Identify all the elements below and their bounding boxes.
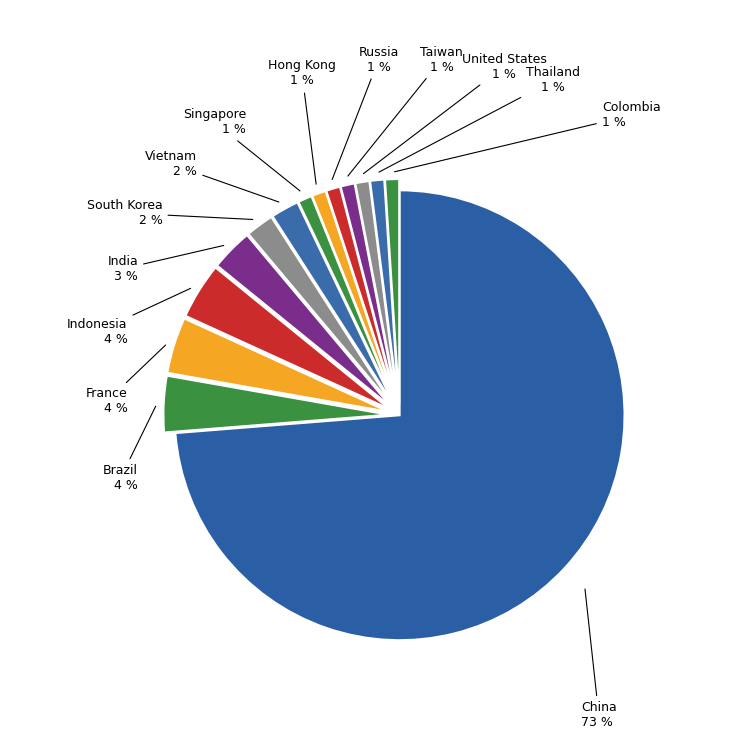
Wedge shape [370,180,399,404]
Text: Thailand
1 %: Thailand 1 % [379,66,580,172]
Wedge shape [217,235,391,408]
Text: China
73 %: China 73 % [581,589,616,729]
Text: Brazil
4 %: Brazil 4 % [103,406,155,492]
Text: South Korea
2 %: South Korea 2 % [87,199,253,227]
Text: Singapore
1 %: Singapore 1 % [183,109,300,191]
Text: France
4 %: France 4 % [86,345,166,415]
Wedge shape [186,267,390,409]
Text: India
3 %: India 3 % [107,245,223,283]
Text: Indonesia
4 %: Indonesia 4 % [67,288,191,346]
Text: Taiwan
1 %: Taiwan 1 % [348,45,462,176]
Wedge shape [272,202,394,405]
Wedge shape [326,186,397,405]
Wedge shape [385,179,400,404]
Wedge shape [167,319,388,412]
Text: Colombia
1 %: Colombia 1 % [394,101,661,172]
Text: Hong Kong
1 %: Hong Kong 1 % [268,60,336,184]
Wedge shape [175,190,625,640]
Text: Vietnam
2 %: Vietnam 2 % [145,150,279,202]
Text: United States
1 %: United States 1 % [363,53,547,174]
Wedge shape [312,191,396,405]
Wedge shape [164,376,388,433]
Wedge shape [249,217,393,406]
Wedge shape [355,181,398,404]
Wedge shape [298,196,395,405]
Wedge shape [340,183,397,404]
Text: Russia
1 %: Russia 1 % [332,45,399,180]
